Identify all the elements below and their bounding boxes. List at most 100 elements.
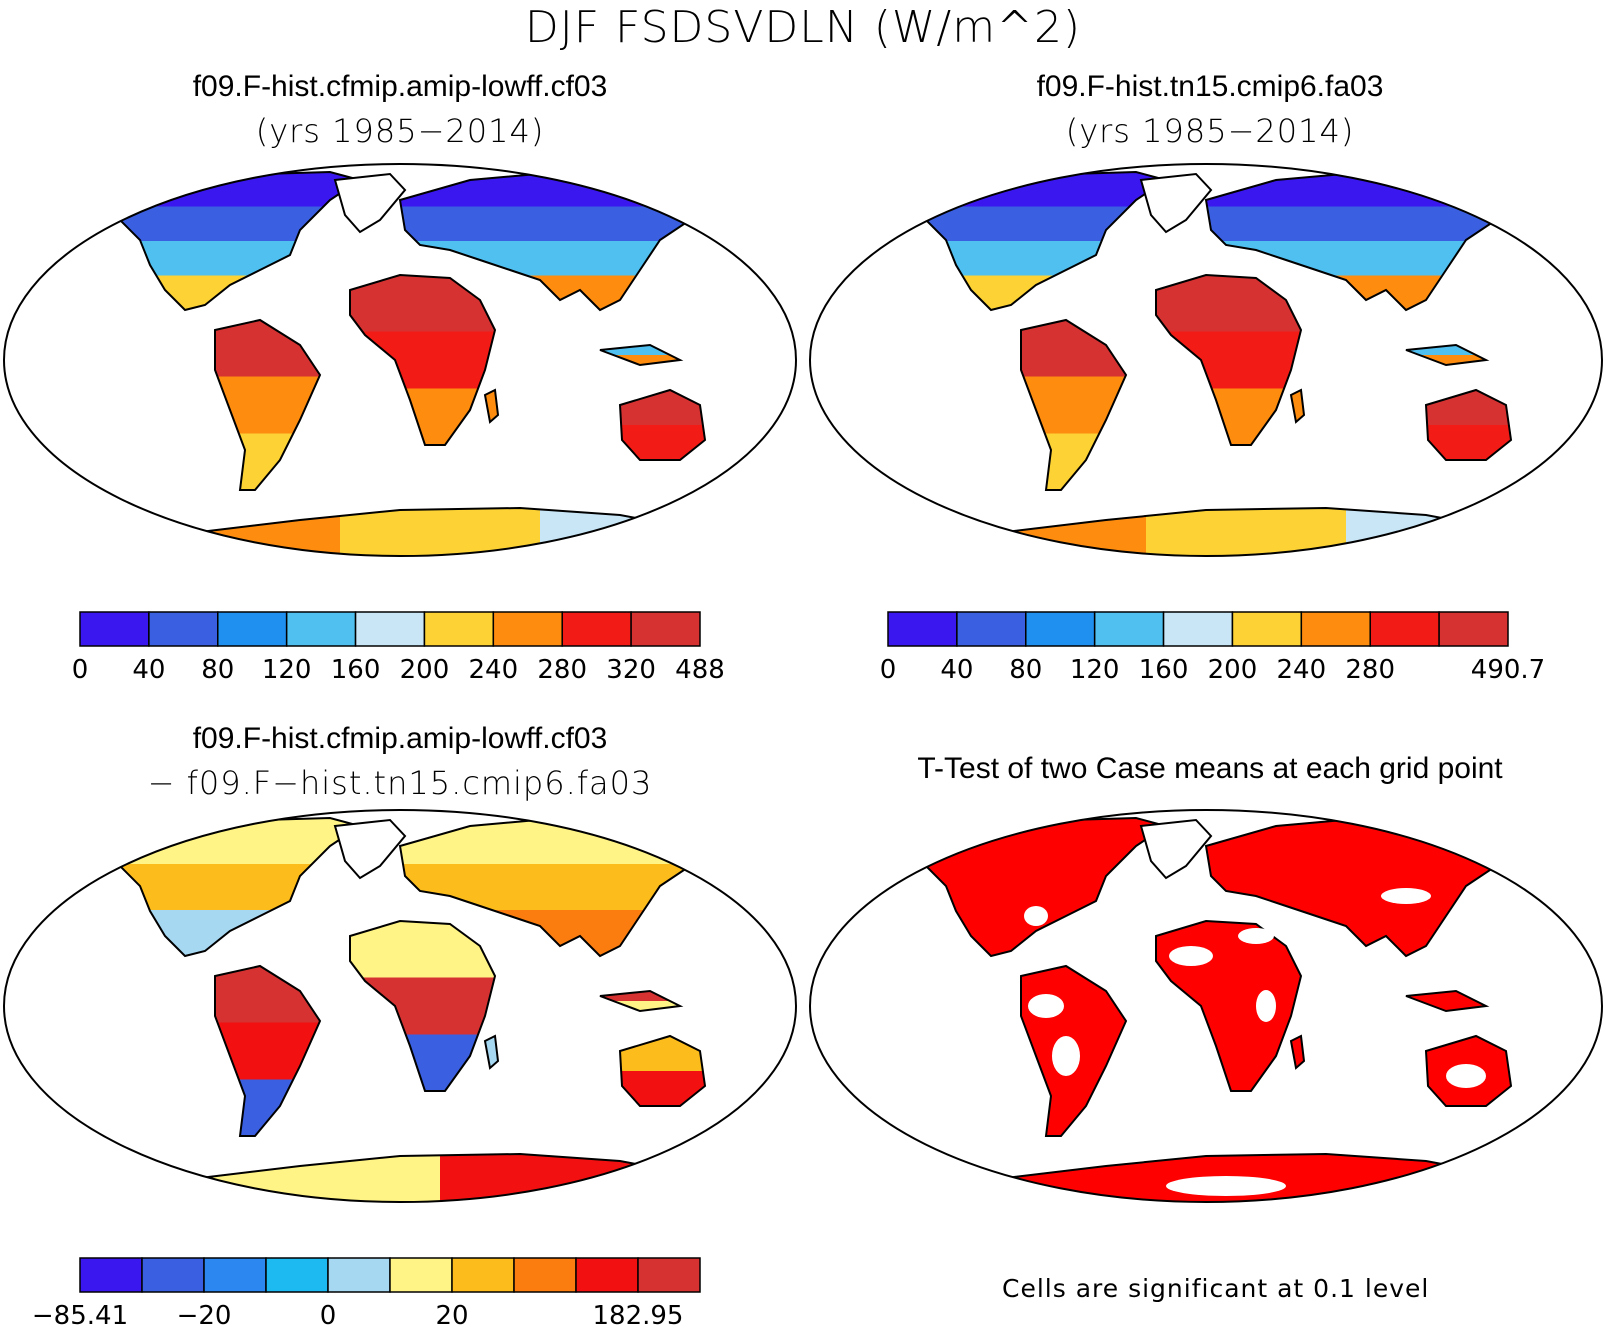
colorbar-tr: 0 40 80 120 160 200 240 280 490.7 [880,611,1545,685]
map-bl [3,809,797,1203]
panel-tl-title: f09.F-hist.cfmip.amip-lowff.cf03 [192,70,608,103]
colorbar-tick-label: 20 [435,1301,468,1331]
non-significant-patch [1028,994,1064,1018]
colorbar-swatch [389,1257,453,1293]
land-northAmerica [914,170,1169,312]
land-greenland [333,172,407,234]
colorbar-swatch [79,1257,143,1293]
non-significant-patch [1446,1064,1486,1088]
colorbar-tick-label: 280 [537,655,587,685]
land-greenland [1139,818,1213,880]
land-indonesia [1405,343,1490,367]
colorbar-swatch [492,611,563,647]
land-madagascar [483,1034,500,1070]
panel-bl-subtitle: − f09.F−hist.tn15.cmip6.fa03 [147,764,653,802]
colorbar-swatch [561,611,632,647]
map-br [809,809,1603,1203]
colorbar-swatch [887,611,958,647]
panel-tr-subtitle: (yrs 1985−2014) [1065,112,1355,150]
land-africa [1155,919,1303,1092]
land-australia [618,1034,707,1107]
land-indonesia [599,343,684,367]
land-indonesia [599,989,684,1013]
colorbar-swatch [1300,611,1371,647]
land-southAmerica [214,318,322,491]
non-significant-patch [1256,990,1276,1022]
colorbar-tick-label: 80 [1009,655,1042,685]
colorbar-swatch [513,1257,577,1293]
colorbar-tick-label: 120 [1070,655,1120,685]
colorbar-tick-label: 160 [331,655,381,685]
land-africa [349,919,497,1092]
panel-tl-subtitle: (yrs 1985−2014) [255,112,545,150]
land-madagascar [483,388,500,424]
colorbar-tick-label: 280 [1345,655,1395,685]
colorbar-tick-label: 240 [469,655,519,685]
colorbar-swatch [575,1257,639,1293]
map-border [3,809,797,1203]
colorbar-swatch [141,1257,205,1293]
non-significant-patch [1166,1176,1286,1196]
colorbar-swatch [327,1257,391,1293]
figure-title: DJF FSDSVDLN (W/m^2) [524,2,1082,53]
colorbar-swatch [637,1257,701,1293]
colorbar-swatch [203,1257,267,1293]
colorbar-swatch [285,611,357,647]
land-australia [618,388,707,461]
land-greenland [1139,172,1213,234]
colorbar-tick-label: 80 [201,655,234,685]
colorbar-swatch [1369,611,1440,647]
colorbar-tick-label: 490.7 [1471,655,1545,685]
map-border [809,809,1603,1203]
colorbar-tick-label: 200 [1208,655,1258,685]
land-antarctica [945,506,1547,556]
land-southAmerica [1020,318,1128,491]
land-antarctica [139,1152,741,1202]
colorbar-tick-label: 120 [262,655,312,685]
colorbar-swatch [423,611,495,647]
colorbar-tick-label: 488 [675,655,725,685]
colorbar-swatch [451,1257,515,1293]
colorbar-tick-label: −20 [177,1301,232,1331]
colorbar-swatch [1093,611,1165,647]
colorbar-tick-label: 0 [320,1301,337,1331]
land-northAmerica [108,170,363,312]
colorbar-tick-label: 200 [400,655,450,685]
colorbar-tick-label: 40 [132,655,165,685]
colorbar-swatch [354,611,426,647]
land-southAmerica [214,964,322,1137]
panel-bl-title: f09.F-hist.cfmip.amip-lowff.cf03 [192,722,608,755]
colorbar-swatch [1025,611,1096,647]
colorbar-swatch [956,611,1027,647]
colorbar-tick-label: 240 [1277,655,1327,685]
land-africa [349,273,497,446]
colorbar-tick-label: 0 [72,655,89,685]
colorbar-tick-label: 182.95 [593,1301,684,1331]
land-madagascar [1289,388,1306,424]
colorbar-tick-label: −85.41 [32,1301,128,1331]
colorbar-tick-label: 160 [1139,655,1189,685]
land-africa [1155,273,1303,446]
map-tr [809,163,1603,557]
land-northAmerica [108,816,363,958]
non-significant-patch [1381,888,1431,904]
colorbar-tick-label: 0 [880,655,897,685]
colorbar-tick-label: 40 [940,655,973,685]
colorbar-swatch [1162,611,1234,647]
non-significant-patch [1024,906,1048,926]
colorbar-bl: −85.41 −20 0 20 182.95 [32,1257,701,1331]
non-significant-patch [1169,946,1213,966]
significance-note: Cells are significant at 0.1 level [1002,1274,1430,1303]
panel-br-title: T-Test of two Case means at each grid po… [917,752,1503,785]
colorbar-swatch [217,611,288,647]
non-significant-patch [1238,928,1274,944]
land-greenland [333,818,407,880]
land-indonesia [1405,989,1490,1013]
non-significant-patch [1052,1036,1080,1076]
land-antarctica [139,506,741,556]
land-australia [1424,388,1513,461]
colorbar-swatch [148,611,219,647]
colorbar-swatch [1438,611,1509,647]
land-northAmerica [914,816,1169,958]
colorbar-swatch [79,611,150,647]
